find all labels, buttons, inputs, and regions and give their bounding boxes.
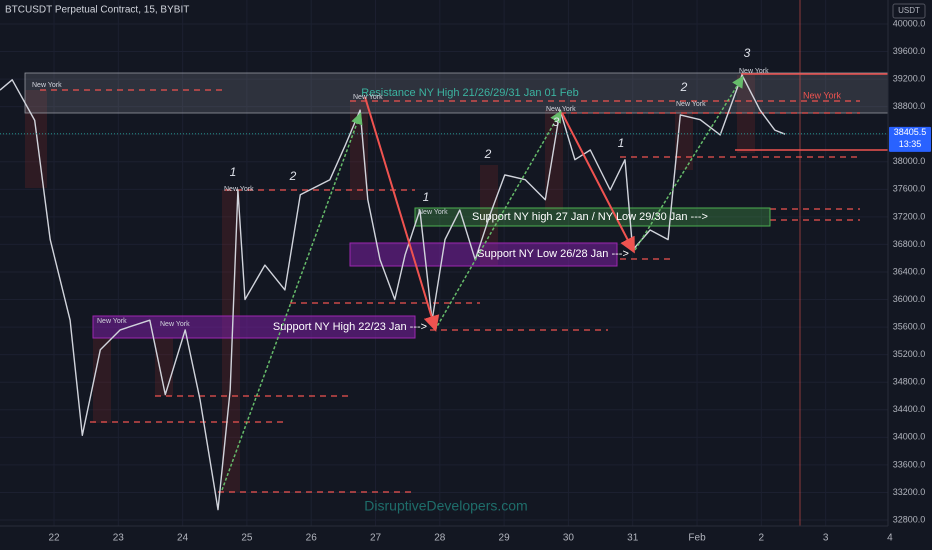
y-tick-label: 33600.0 bbox=[893, 459, 926, 469]
x-tick-label: 29 bbox=[499, 533, 511, 544]
arrow bbox=[434, 110, 562, 331]
y-tick-label: 33200.0 bbox=[893, 487, 926, 497]
price-line bbox=[0, 74, 786, 511]
arrow bbox=[221, 112, 363, 491]
wave-label: 2 bbox=[484, 147, 492, 161]
axes: 32800.0 33200.0 33600.0 34000.0 34400.0 34800… bbox=[48, 18, 931, 544]
annotation: Support NY Low 26/28 Jan ---> bbox=[477, 248, 629, 260]
x-tick-label: 2 bbox=[759, 533, 765, 544]
wave-label: 1 bbox=[230, 165, 237, 179]
wave-label: 3 bbox=[744, 46, 751, 60]
support-zone bbox=[349, 242, 618, 267]
countdown: 13:35 bbox=[899, 139, 922, 149]
levels bbox=[40, 0, 888, 526]
chart-title: BTCUSDT Perpetual Contract, 15, BYBIT bbox=[5, 5, 189, 16]
wave-label: 1 bbox=[618, 136, 625, 150]
session-label: New York bbox=[32, 82, 62, 89]
price-axis bbox=[888, 0, 932, 550]
x-tick-label: 26 bbox=[306, 533, 318, 544]
last-price-label: 38405.5 bbox=[894, 127, 927, 137]
session-shade bbox=[545, 110, 563, 210]
y-tick-label: 32800.0 bbox=[893, 514, 926, 524]
x-tick-label: 31 bbox=[627, 533, 639, 544]
x-tick-label: 24 bbox=[177, 533, 189, 544]
session-label: New York bbox=[160, 321, 190, 328]
session-shade bbox=[480, 165, 498, 265]
annotation: Resistance NY High 21/26/29/31 Jan 01 Fe… bbox=[361, 87, 579, 99]
session-shade bbox=[155, 338, 173, 396]
wave-label: 2 bbox=[289, 169, 297, 183]
y-tick-label: 38800.0 bbox=[893, 101, 926, 111]
x-tick-label: 22 bbox=[48, 533, 60, 544]
session-label: New York bbox=[418, 209, 448, 216]
price-layer bbox=[0, 74, 888, 511]
y-tick-label: 37200.0 bbox=[893, 211, 926, 221]
y-tick-label: 34000.0 bbox=[893, 432, 926, 442]
last-price-box bbox=[889, 126, 931, 152]
session-label: New York bbox=[353, 94, 383, 101]
y-tick-label: 35600.0 bbox=[893, 321, 926, 331]
y-tick-label: 36000.0 bbox=[893, 294, 926, 304]
wave-label: 3 bbox=[553, 115, 560, 129]
y-tick-label: 40000.0 bbox=[893, 18, 926, 28]
session-label: New York bbox=[676, 101, 706, 108]
support-zone bbox=[92, 315, 416, 339]
x-tick-label: 3 bbox=[823, 533, 829, 544]
watermark: DisruptiveDevelopers.com bbox=[364, 498, 527, 514]
session-shade bbox=[93, 338, 111, 423]
wave-label: 1 bbox=[423, 190, 430, 204]
y-tick-label: 34800.0 bbox=[893, 377, 926, 387]
session-shade bbox=[350, 100, 368, 200]
session-label: New York bbox=[97, 318, 127, 325]
x-tick-label: Feb bbox=[688, 533, 706, 544]
y-tick-label: 39600.0 bbox=[893, 46, 926, 56]
x-tick-label: 30 bbox=[563, 533, 575, 544]
x-tick-label: 4 bbox=[887, 533, 893, 544]
annotation: Support NY high 27 Jan / NY Low 29/30 Ja… bbox=[472, 211, 708, 223]
arrow bbox=[634, 75, 744, 251]
y-tick-label: 38000.0 bbox=[893, 156, 926, 166]
session-label: New York bbox=[546, 106, 576, 113]
session-shade bbox=[25, 90, 47, 188]
y-tick-label: 35200.0 bbox=[893, 349, 926, 359]
currency-box bbox=[892, 3, 926, 19]
arrow bbox=[561, 112, 635, 254]
annotation: Support NY High 22/23 Jan ---> bbox=[273, 321, 427, 333]
x-tick-label: 28 bbox=[434, 533, 446, 544]
session-label: New York bbox=[739, 68, 769, 75]
y-tick-label: 36400.0 bbox=[893, 266, 926, 276]
wave-label: 2 bbox=[680, 80, 688, 94]
y-tick-label: 36800.0 bbox=[893, 239, 926, 249]
y-tick-label: 37600.0 bbox=[893, 184, 926, 194]
currency: USDT bbox=[898, 6, 920, 15]
x-tick-label: 23 bbox=[113, 533, 125, 544]
session-label: New York bbox=[224, 186, 254, 193]
x-tick-label: 25 bbox=[241, 533, 253, 544]
arrow bbox=[364, 96, 440, 332]
y-tick-label: 39200.0 bbox=[893, 73, 926, 83]
y-tick-label: 34400.0 bbox=[893, 404, 926, 414]
session-label: New York bbox=[803, 90, 842, 100]
x-tick-label: 27 bbox=[370, 533, 382, 544]
support-zone bbox=[414, 207, 771, 227]
